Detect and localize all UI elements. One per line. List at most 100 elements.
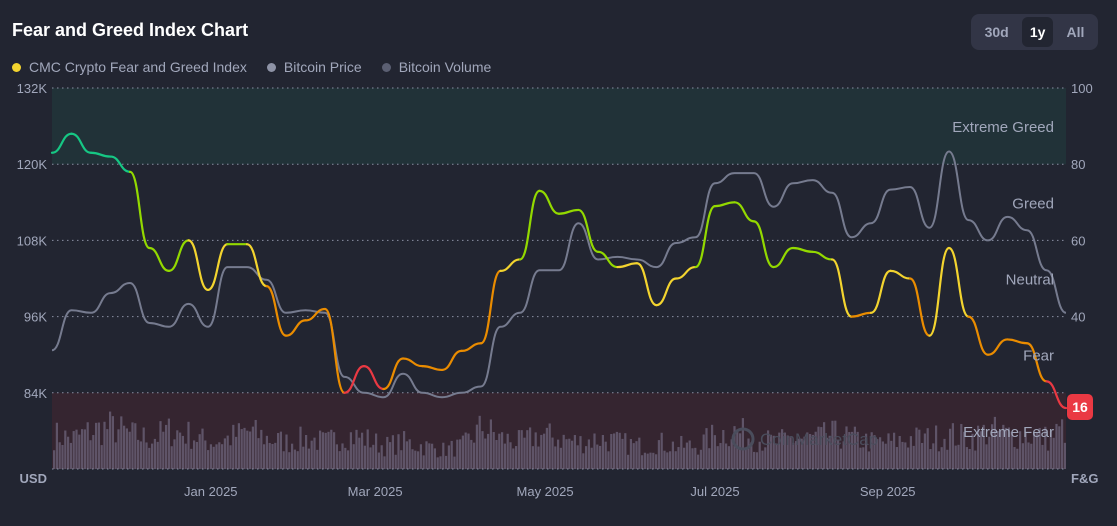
volume-bar — [867, 451, 870, 469]
fear-greed-segment — [616, 262, 639, 269]
range-1y-button[interactable]: 1y — [1021, 17, 1054, 47]
volume-bar — [212, 446, 215, 469]
volume-bar — [988, 436, 991, 469]
volume-bar — [663, 450, 666, 469]
volume-bar — [1061, 419, 1064, 469]
volume-bar — [461, 435, 464, 469]
volume-bar — [386, 436, 389, 469]
range-selector: 30d 1y All — [971, 14, 1098, 50]
volume-bar — [389, 442, 392, 469]
volume-bar — [817, 426, 820, 469]
volume-bar — [307, 448, 310, 469]
range-all-button[interactable]: All — [1066, 24, 1085, 40]
volume-bar — [442, 442, 445, 469]
volume-bar — [893, 432, 896, 469]
volume-bar — [151, 443, 154, 469]
volume-bar — [887, 433, 890, 469]
fear-greed-segment — [889, 269, 912, 280]
volume-bar — [436, 457, 439, 469]
volume-bar — [923, 433, 926, 469]
volume-bar — [282, 451, 285, 469]
left-axis-tick: 120K — [17, 157, 48, 172]
volume-bar — [697, 454, 700, 469]
volume-bar — [319, 430, 322, 469]
volume-bar — [394, 454, 397, 469]
volume-bar — [341, 443, 344, 469]
volume-bar — [823, 422, 826, 469]
legend-dot-icon — [381, 62, 391, 72]
volume-bar — [288, 452, 291, 469]
volume-bar — [769, 434, 772, 469]
volume-bar — [610, 434, 613, 469]
legend: CMC Crypto Fear and Greed Index Bitcoin … — [12, 59, 491, 75]
volume-bar — [711, 424, 714, 469]
range-30d-button[interactable]: 30d — [984, 24, 1009, 40]
left-axis-tick: 132K — [17, 81, 48, 96]
volume-bar — [277, 433, 280, 469]
fear-greed-segment — [70, 132, 93, 154]
volume-bar — [1035, 432, 1038, 469]
volume-bar — [316, 449, 319, 469]
fear-greed-segment — [362, 365, 385, 391]
volume-bar — [232, 424, 235, 469]
volume-bar — [968, 449, 971, 469]
volume-bar — [1033, 432, 1036, 469]
volume-bar — [369, 447, 372, 469]
volume-bar — [935, 425, 938, 469]
volume-bar — [977, 425, 980, 469]
volume-bar — [204, 440, 207, 469]
volume-bar — [86, 422, 89, 469]
volume-bar — [221, 444, 224, 469]
volume-bar — [447, 445, 450, 469]
volume-bar — [907, 447, 910, 469]
legend-dot-icon — [266, 62, 276, 72]
volume-bar — [954, 445, 957, 469]
volume-bar — [1041, 444, 1044, 469]
volume-bar — [862, 447, 865, 469]
legend-item-fear-greed[interactable]: CMC Crypto Fear and Greed Index — [12, 59, 247, 75]
volume-bar — [265, 435, 268, 469]
fear-greed-segment — [752, 220, 775, 269]
fear-greed-segment — [1045, 380, 1068, 410]
volume-bar — [240, 429, 243, 469]
volume-bar — [456, 439, 459, 469]
volume-bar — [237, 423, 240, 469]
volume-bar — [652, 452, 655, 469]
volume-bar — [842, 441, 845, 469]
fear-greed-segment — [499, 258, 522, 272]
volume-bar — [1049, 431, 1052, 469]
volume-bar — [75, 429, 78, 469]
volume-bar — [646, 453, 649, 469]
volume-bar — [741, 418, 744, 469]
fear-greed-segment — [577, 208, 600, 253]
volume-bar — [960, 423, 963, 469]
volume-bar — [1063, 442, 1066, 469]
watermark-text: CoinMarketCap — [760, 430, 878, 449]
volume-bar — [797, 438, 800, 469]
volume-bar — [755, 452, 758, 469]
volume-bar — [459, 439, 462, 469]
volume-bar — [142, 427, 145, 469]
volume-bar — [618, 432, 621, 469]
fear-greed-segment — [460, 342, 483, 352]
volume-bar — [974, 450, 977, 469]
legend-item-bitcoin-volume[interactable]: Bitcoin Volume — [381, 59, 491, 75]
volume-bar — [747, 438, 750, 469]
volume-bar — [820, 427, 823, 469]
volume-bar — [509, 442, 512, 469]
volume-bar — [229, 445, 232, 469]
volume-bar — [739, 433, 742, 469]
volume-bar — [291, 443, 294, 469]
volume-bar — [484, 438, 487, 469]
volume-bar — [1030, 443, 1033, 469]
volume-bar — [366, 429, 369, 469]
volume-bar — [999, 430, 1002, 469]
fear-greed-segment — [830, 258, 853, 318]
volume-bar — [915, 427, 918, 469]
volume-bar — [274, 442, 277, 469]
legend-item-bitcoin-price[interactable]: Bitcoin Price — [266, 59, 362, 75]
volume-bar — [478, 415, 481, 469]
volume-bar — [470, 439, 473, 469]
volume-bar — [730, 439, 733, 469]
